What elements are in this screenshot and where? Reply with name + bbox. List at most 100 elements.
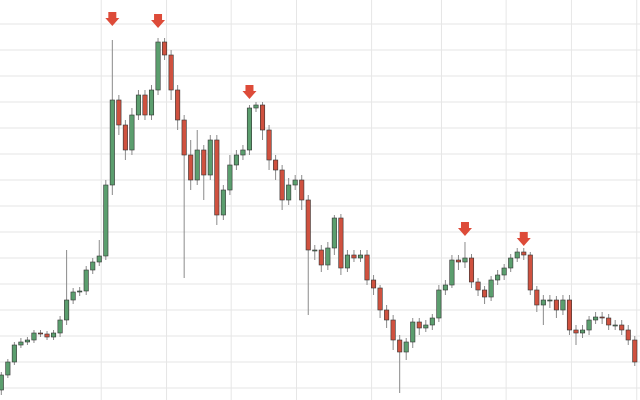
candle-body [260, 104, 266, 131]
candle-body [240, 149, 246, 156]
candle-body [377, 287, 383, 311]
candle-body [521, 251, 527, 256]
candle-body [5, 361, 11, 376]
candle-body [90, 261, 96, 271]
candle-body [593, 316, 599, 321]
candle-body [286, 184, 292, 201]
candle-body [18, 341, 24, 346]
signal-arrow [242, 85, 257, 99]
candle-body [384, 309, 390, 321]
candle-body [175, 89, 181, 121]
candle-body [338, 217, 344, 269]
candle-body [540, 299, 546, 306]
candle-body [325, 247, 331, 266]
candle-body [233, 154, 239, 166]
candle-body [122, 124, 128, 151]
candle-body [436, 289, 442, 319]
candle-body [449, 259, 455, 286]
candle-body [397, 339, 403, 353]
candle-body [586, 319, 592, 331]
candle-body [168, 54, 174, 91]
candle-body [357, 254, 364, 259]
candle-body [416, 321, 422, 329]
candle-body [103, 184, 109, 257]
candle-body [312, 249, 318, 252]
signal-arrow [151, 14, 166, 28]
candle-body [612, 324, 618, 327]
candle-body [580, 329, 586, 334]
candle-body [207, 139, 213, 176]
candle-body [246, 107, 252, 151]
candle-body [214, 139, 220, 216]
candle-body [96, 255, 102, 263]
candle-body [11, 344, 17, 363]
candle-body [155, 41, 161, 91]
signal-arrow [105, 12, 120, 26]
candle-body [181, 119, 187, 156]
candle-body [266, 129, 272, 161]
candle-body [442, 284, 448, 291]
candle-body [625, 329, 631, 341]
candle-body [547, 299, 553, 302]
candle-body [632, 339, 638, 363]
candle-body [495, 274, 501, 281]
candle-body [553, 299, 559, 311]
candle-body [135, 94, 141, 116]
candle-body [573, 329, 579, 334]
candle-body [77, 290, 83, 293]
candle-body [64, 299, 70, 321]
candle-body [560, 299, 566, 311]
candle-body [109, 99, 115, 186]
candle-body [279, 169, 285, 201]
candle-body [331, 217, 337, 249]
candle-body [619, 324, 625, 331]
candle-body [344, 254, 350, 269]
candle-body [188, 154, 194, 181]
candle-body [534, 289, 540, 306]
candle-body [31, 332, 37, 341]
candle-body [606, 317, 612, 326]
candle-body [37, 332, 44, 335]
candle-body [194, 149, 200, 181]
candle-body [116, 99, 122, 126]
candle-body [0, 374, 4, 391]
candle-body [57, 319, 63, 334]
candle-body [482, 289, 488, 298]
candle-body [201, 149, 207, 176]
candle-body [475, 281, 481, 291]
candle-body [423, 324, 429, 329]
candle-body [351, 254, 357, 259]
candle-body [455, 259, 461, 263]
candle-body [410, 321, 416, 343]
candle-body [508, 257, 514, 269]
candle-body [305, 199, 311, 251]
candle-body [318, 249, 324, 266]
candle-body [501, 267, 507, 276]
candle-body [462, 257, 468, 263]
candle-body [488, 279, 494, 298]
candle-body [253, 104, 259, 109]
candle-body [51, 332, 57, 338]
candle-body [599, 316, 605, 319]
candle-body [273, 159, 279, 171]
candle-body [44, 333, 50, 338]
candle-body [292, 179, 298, 186]
candle-body [514, 251, 520, 259]
candle-body [371, 279, 377, 289]
candle-body [83, 269, 89, 292]
candle-body [390, 319, 396, 341]
candle-body [403, 341, 409, 353]
candle-body [227, 164, 233, 191]
candle-body [148, 89, 155, 116]
candle-body [24, 339, 30, 343]
signal-arrow [457, 222, 472, 236]
candle-body [429, 317, 435, 326]
candle-body [468, 257, 475, 283]
candle-body [142, 94, 148, 116]
candle-body [220, 189, 226, 216]
candle-body [364, 254, 370, 281]
signal-arrow [516, 232, 531, 246]
candle-body [70, 291, 76, 301]
candle-body [299, 179, 305, 201]
